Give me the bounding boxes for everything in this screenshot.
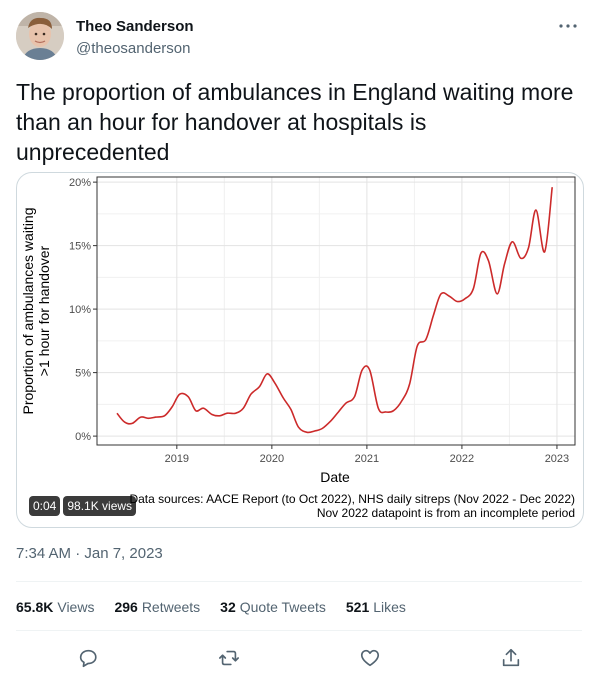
caption-line1: Data sources: AACE Report (to Oct 2022),… [129, 492, 575, 506]
avatar[interactable] [16, 12, 64, 60]
caption-line2: Nov 2022 datapoint is from an incomplete… [317, 506, 575, 520]
svg-text:>1 hour for handover: >1 hour for handover [36, 245, 52, 376]
like-icon[interactable] [356, 644, 384, 672]
y-tick-label: 0% [75, 431, 91, 443]
more-icon[interactable] [556, 14, 580, 38]
author-handle[interactable]: @theosanderson [76, 40, 191, 57]
video-views: 98.1K views [63, 496, 137, 516]
y-axis-label-line1: Proportion of ambulances waiting [20, 207, 36, 414]
retweet-icon[interactable] [215, 644, 243, 672]
y-tick-label: 5% [75, 368, 91, 380]
stat-likes[interactable]: 521 Likes [345, 599, 406, 615]
tweet-timestamp[interactable]: 7:34 AM · Jan 7, 2023 [16, 545, 163, 562]
tweet-header: Theo Sanderson @theosanderson [16, 12, 582, 64]
x-tick-label: 2019 [165, 453, 189, 465]
y-tick-label: 10% [69, 304, 91, 316]
x-tick-label: 2022 [450, 453, 474, 465]
x-tick-label: 2020 [260, 453, 284, 465]
x-tick-label: 2023 [545, 453, 569, 465]
action-bar [16, 644, 582, 672]
video-player[interactable]: 0% 5% 10% 15% 20% 2019 2020 2021 2022 2023 Propo… [16, 172, 584, 528]
video-duration: 0:04 [29, 496, 61, 516]
stat-quote-tweets[interactable]: 32 Quote Tweets [220, 599, 326, 615]
x-axis-label: Date [320, 469, 350, 485]
plot-panel [96, 176, 576, 446]
video-badge: 0:04 98.1K views [29, 496, 137, 516]
svg-text:Proportion of ambulances waiti: Proportion of ambulances waiting [20, 207, 36, 414]
tweet-stats: 65.8K Views 296 Retweets 32 Quote Tweets 52… [16, 599, 406, 615]
x-tick-label: 2021 [355, 453, 379, 465]
reply-icon[interactable] [74, 644, 102, 672]
divider [16, 581, 582, 582]
y-tick-label: 20% [69, 177, 91, 189]
author-name[interactable]: Theo Sanderson [76, 18, 194, 35]
tweet-text: The proportion of ambulances in England … [16, 79, 574, 165]
stat-views[interactable]: 65.8K Views [16, 599, 95, 615]
stat-retweets[interactable]: 296 Retweets [114, 599, 201, 615]
line-chart: 0% 5% 10% 15% 20% 2019 2020 2021 2022 2023 Propo… [20, 176, 576, 520]
y-tick-label: 15% [69, 241, 91, 253]
share-icon[interactable] [497, 644, 525, 672]
avatar-image [16, 12, 64, 60]
series-line [116, 187, 553, 434]
y-axis-label-line2: >1 hour for handover [36, 245, 52, 376]
divider [16, 630, 582, 631]
